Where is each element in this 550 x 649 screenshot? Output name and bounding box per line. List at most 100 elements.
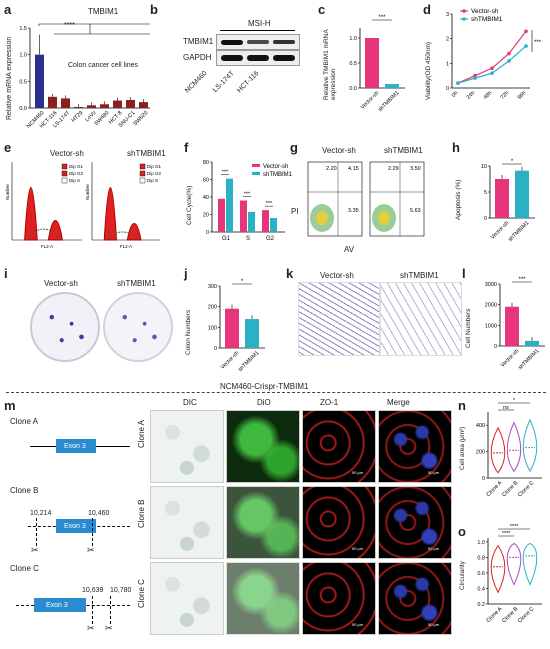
y-tick-label: 100 xyxy=(208,325,217,331)
sig-label: *** xyxy=(378,15,386,21)
quadrant-value: 2.20 xyxy=(326,166,337,172)
m-row-clone-b: Clone B xyxy=(137,499,146,528)
violin xyxy=(522,542,538,586)
bar xyxy=(218,198,225,232)
m-img-a-dic xyxy=(150,410,224,483)
b-group: MSI-H xyxy=(248,19,271,28)
m-img-c-merge xyxy=(378,562,452,635)
m-clone-b-site-0: 10,214 xyxy=(30,510,52,517)
bar xyxy=(48,96,57,108)
m-clone-b-label: Clone B xyxy=(10,486,39,495)
quadrant-value: 4.15 xyxy=(348,166,359,172)
x-tick-label: Clone C xyxy=(517,480,535,498)
m-row-clone-c: Clone C xyxy=(137,579,146,608)
y-tick-label: 0.5 xyxy=(349,61,357,67)
m-scale-c-zo1: 50 μm xyxy=(352,622,364,627)
g-title-1: shTMBIM1 xyxy=(384,146,423,155)
y-tick-label: 3 xyxy=(446,12,449,18)
g-title-0: Vector-sh xyxy=(322,146,356,155)
y-tick-label: 0.0 xyxy=(349,86,357,92)
m-scale-a-zo1: 50 μm xyxy=(352,470,364,475)
bar xyxy=(126,100,135,108)
m-col-merge: Merge xyxy=(387,398,410,407)
scissors-icon: ✂ xyxy=(87,545,95,555)
y-tick-label: 40 xyxy=(203,195,209,201)
m-header: NCM460-Crispr-TMBIM1 xyxy=(217,383,312,391)
m-clone-c-cut-0 xyxy=(92,596,93,624)
m-row-clone-a: Clone A xyxy=(137,419,146,448)
data-point xyxy=(507,51,511,56)
y-tick-label: 0.2 xyxy=(477,602,485,608)
panel-label-f: f xyxy=(184,140,189,155)
m-scale-a-merge: 50 μm xyxy=(428,470,440,475)
panel-label-o: o xyxy=(458,524,466,539)
y-tick-label: 0.8 xyxy=(477,555,485,561)
legend-label: Vector-sh xyxy=(471,8,499,15)
x-tick-label: HT29 xyxy=(71,110,85,124)
sig-label: ns xyxy=(503,405,509,411)
bar xyxy=(100,104,109,108)
g-ylabel: PI xyxy=(291,207,299,216)
plot-frame xyxy=(369,161,425,237)
sig-label: **** xyxy=(502,531,511,537)
series-line xyxy=(457,30,527,84)
legend-swatch xyxy=(139,170,146,177)
bar xyxy=(139,102,148,108)
y-tick-label: 60 xyxy=(203,178,209,184)
y-axis-label: Number xyxy=(5,183,10,200)
quadrant-value: 2.29 xyxy=(388,166,399,172)
legend-label: Dip S xyxy=(147,178,158,183)
y-tick-label: 0.5 xyxy=(19,79,27,85)
panel-label-g: g xyxy=(290,140,298,155)
legend-label: Vector-sh xyxy=(263,164,288,170)
b-blot-gapdh xyxy=(216,50,300,66)
legend-swatch xyxy=(139,177,146,184)
panel-label-j: j xyxy=(184,266,188,281)
m-img-b-zo1 xyxy=(302,486,376,559)
m-clone-b-cut-1 xyxy=(92,518,93,546)
y-tick-label: 2 xyxy=(446,37,449,43)
y-tick-label: 0 xyxy=(494,344,497,350)
m-clone-b-cut-0 xyxy=(36,518,37,546)
legend-marker xyxy=(462,9,466,13)
y-tick-label: 0.4 xyxy=(477,586,485,592)
bar xyxy=(365,38,379,88)
b-lane-2: HCT-116 xyxy=(236,70,261,95)
m-img-a-dio xyxy=(226,410,300,483)
data-point xyxy=(524,29,528,34)
m-col-dio: DiO xyxy=(257,398,271,407)
a-sig: **** xyxy=(64,22,75,29)
data-point xyxy=(490,71,494,75)
y-tick-label: 0 xyxy=(446,86,449,92)
m-clone-c-cut-1 xyxy=(110,596,111,624)
sig-label: * xyxy=(513,398,516,404)
m-clone-a-exon xyxy=(56,439,96,453)
x-tick-label: 96h xyxy=(517,90,528,101)
y-tick-label: 2000 xyxy=(485,303,497,309)
quadrant-value: 3.50 xyxy=(410,166,421,172)
sig-label: *** xyxy=(534,40,542,46)
y-tick-label: 0 xyxy=(214,346,217,352)
bar xyxy=(495,179,509,218)
g-xlabel: AV xyxy=(344,245,355,254)
y-tick-label: 300 xyxy=(208,284,217,290)
g1-peak xyxy=(24,187,38,241)
y-tick-label: 1 xyxy=(446,61,449,67)
e-title-0: Vector-sh xyxy=(50,149,84,158)
quadrant-value: 3.35 xyxy=(348,208,359,214)
bar xyxy=(240,200,247,232)
x-tick-label: 24h xyxy=(466,90,477,101)
legend-swatch xyxy=(61,170,68,177)
m-img-a-merge xyxy=(378,410,452,483)
m-scale-b-zo1: 50 μm xyxy=(352,546,364,551)
g1-peak xyxy=(103,187,118,241)
bar xyxy=(225,308,239,348)
m-col-zo1: ZO-1 xyxy=(320,398,339,407)
violin xyxy=(490,426,506,474)
x-tick-label: shTMBIM1 xyxy=(237,350,260,373)
panel-label-n: n xyxy=(458,398,466,413)
i-plate-sh xyxy=(103,292,173,362)
